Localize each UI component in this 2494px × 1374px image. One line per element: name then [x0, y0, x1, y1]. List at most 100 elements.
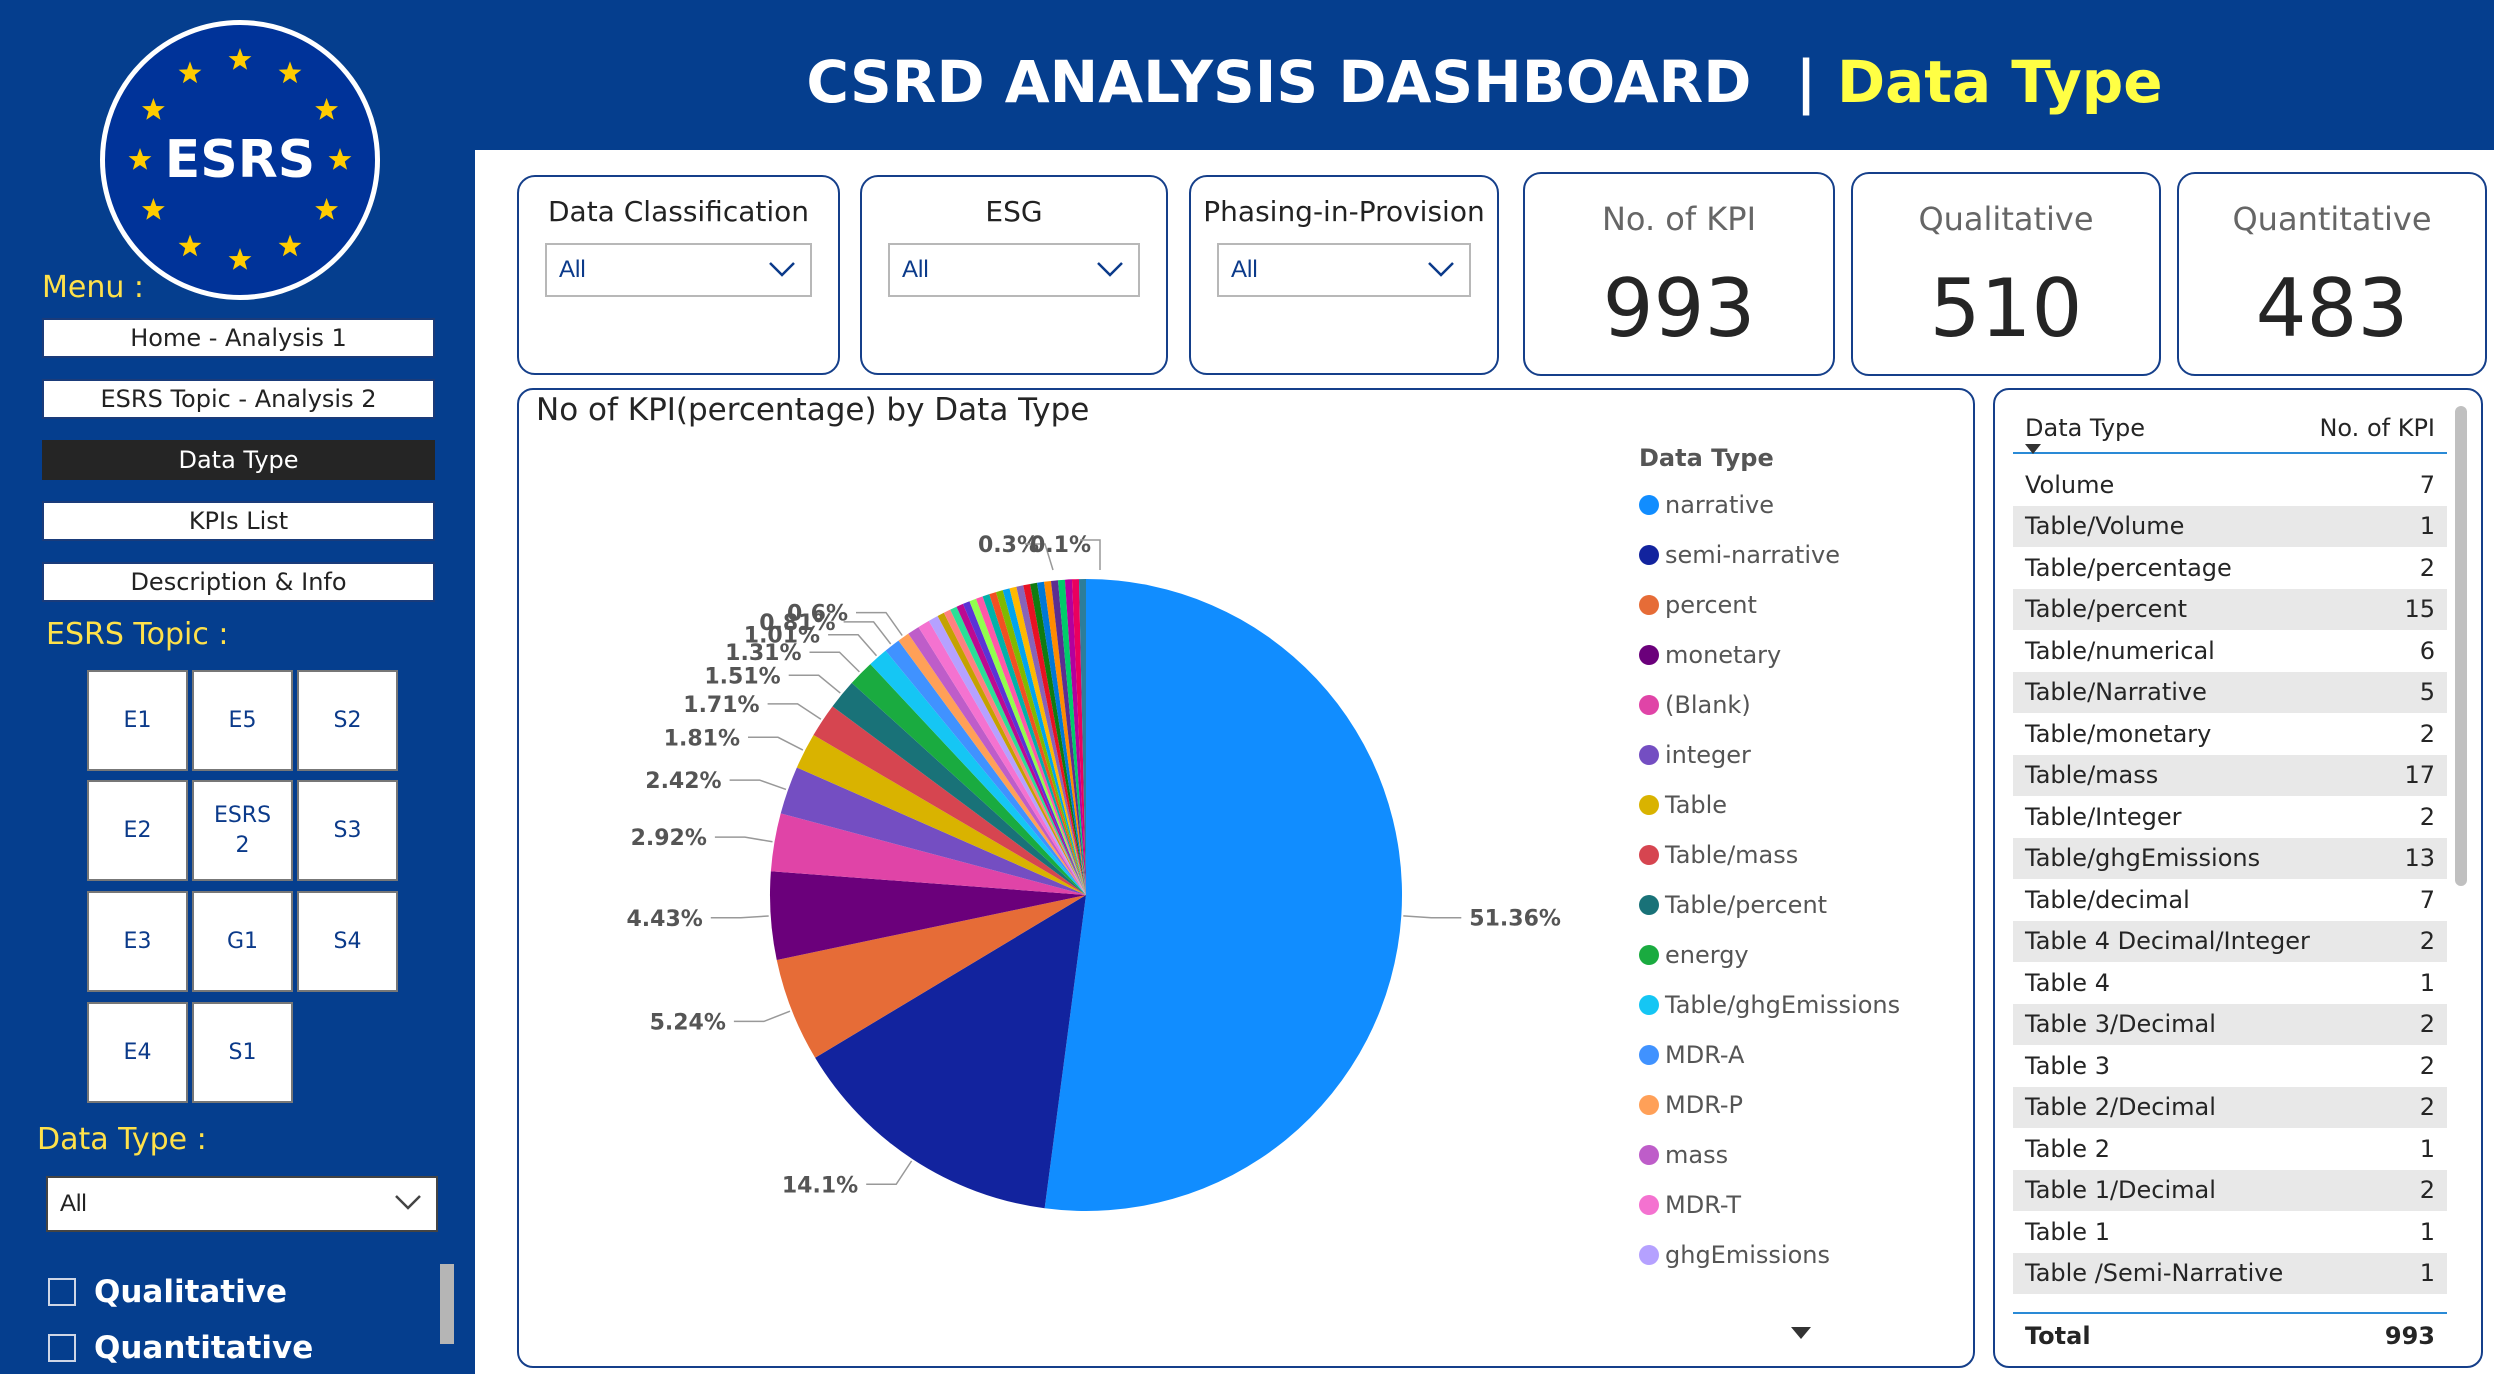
table-row[interactable]: Table/ghgEmissions 13 [2013, 837, 2447, 879]
table-row[interactable]: Table/numerical 6 [2013, 630, 2447, 671]
pie-slice[interactable] [885, 640, 1086, 895]
pie-slice[interactable] [1016, 585, 1086, 895]
pie-slice[interactable] [1044, 580, 1086, 895]
legend-item[interactable]: semi-narrative [1639, 530, 1969, 580]
checkbox-qualitative[interactable]: Qualitative [48, 1272, 287, 1312]
legend-item[interactable]: Table/mass [1639, 830, 1969, 880]
table-row[interactable]: Table 2/Decimal 2 [2013, 1086, 2447, 1128]
legend-item[interactable]: integer [1639, 730, 1969, 780]
table-row[interactable]: Table 2 1 [2013, 1128, 2447, 1169]
topic-s4[interactable]: S4 [297, 891, 398, 992]
pie-slice[interactable] [956, 603, 1086, 895]
table-row[interactable]: Table /Semi-Narrative 1 [2013, 1252, 2447, 1294]
pie-slice[interactable] [928, 616, 1086, 895]
topic-g1[interactable]: G1 [192, 891, 293, 992]
pie-slice[interactable] [937, 612, 1086, 895]
table-row[interactable]: Table 3/Decimal 2 [2013, 1003, 2447, 1045]
table-row[interactable]: Table/monetary 2 [2013, 713, 2447, 754]
pie-slice[interactable] [870, 650, 1086, 895]
legend-item[interactable]: MDR-A [1639, 1030, 1969, 1080]
legend-item[interactable]: MDR-P [1639, 1080, 1969, 1130]
legend-item[interactable]: Table/percent [1639, 880, 1969, 930]
pie-slice[interactable] [776, 895, 1086, 1058]
pie-slice[interactable] [1057, 579, 1086, 895]
menu-home-analysis-1[interactable]: Home - Analysis 1 [42, 318, 435, 358]
pie-slice[interactable] [1030, 582, 1086, 895]
table-row[interactable]: Table 1/Decimal 2 [2013, 1169, 2447, 1211]
pie-slice[interactable] [976, 596, 1086, 895]
column-header-data-type[interactable]: Data Type [2025, 414, 2146, 442]
topic-esrs-2[interactable]: ESRS 2 [192, 780, 293, 881]
pie-slice[interactable] [943, 609, 1086, 895]
topic-s1[interactable]: S1 [192, 1002, 293, 1103]
table-row[interactable]: Table 4 1 [2013, 962, 2447, 1003]
legend-item[interactable]: percent [1639, 580, 1969, 630]
filter-dropdown[interactable]: All [545, 243, 812, 297]
pie-slice[interactable] [1064, 579, 1086, 895]
topic-e3[interactable]: E3 [87, 891, 188, 992]
pie-slice[interactable] [950, 606, 1086, 895]
table-row[interactable]: Table/Narrative 5 [2013, 671, 2447, 713]
legend-item[interactable]: Table/ghgEmissions [1639, 980, 1969, 1030]
topic-e5[interactable]: E5 [192, 670, 293, 771]
table-row[interactable]: Table/Volume 1 [2013, 505, 2447, 547]
pie-slice[interactable] [813, 706, 1086, 895]
column-header-no-of-kpi[interactable]: No. of KPI [2319, 414, 2435, 442]
sidebar-scrollbar[interactable] [440, 1264, 454, 1344]
pie-slice[interactable] [769, 871, 1086, 960]
pie-slice[interactable] [1002, 588, 1086, 895]
pie-slice[interactable] [815, 895, 1086, 1209]
menu-description-info[interactable]: Description & Info [42, 562, 435, 602]
legend-item[interactable]: Table [1639, 780, 1969, 830]
legend-item[interactable]: narrative [1639, 480, 1969, 530]
pie-slice[interactable] [1037, 581, 1086, 895]
pie-slice[interactable] [1044, 579, 1403, 1211]
pie-slice[interactable] [989, 592, 1086, 895]
pie-slice[interactable] [962, 601, 1086, 895]
pie-slice[interactable] [1078, 579, 1086, 895]
menu-esrs-topic-analysis-2[interactable]: ESRS Topic - Analysis 2 [42, 379, 435, 419]
pie-slice[interactable] [1050, 580, 1086, 895]
table-row[interactable]: Table/percent 15 [2013, 588, 2447, 630]
menu-data-type[interactable]: Data Type [42, 440, 435, 480]
table-row[interactable]: Table/mass 17 [2013, 754, 2447, 796]
pie-slice[interactable] [918, 620, 1086, 895]
pie-slice[interactable] [780, 767, 1086, 895]
table-row[interactable]: Table 1 1 [2013, 1211, 2447, 1252]
table-row[interactable]: Volume 7 [2013, 464, 2447, 505]
pie-slice[interactable] [898, 633, 1086, 895]
topic-e4[interactable]: E4 [87, 1002, 188, 1103]
pie-slice[interactable] [969, 598, 1086, 895]
topic-s2[interactable]: S2 [297, 670, 398, 771]
legend-item[interactable]: energy [1639, 930, 1969, 980]
pie-slice[interactable] [1009, 586, 1086, 895]
table-row[interactable]: Table/Integer 2 [2013, 796, 2447, 837]
table-row[interactable]: Table/decimal 7 [2013, 879, 2447, 920]
pie-slice[interactable] [982, 594, 1086, 895]
pie-slice[interactable] [996, 590, 1086, 895]
legend-item[interactable]: MDR-T [1639, 1180, 1969, 1230]
datatype-dropdown[interactable]: All [46, 1176, 438, 1232]
pie-slice[interactable] [908, 627, 1086, 895]
pie-slice[interactable] [770, 813, 1086, 895]
sort-descending-icon[interactable] [2025, 444, 2041, 454]
table-row[interactable]: Table/percentage 2 [2013, 547, 2447, 588]
topic-e2[interactable]: E2 [87, 780, 188, 881]
legend-item[interactable]: monetary [1639, 630, 1969, 680]
table-row[interactable]: Table 3 2 [2013, 1045, 2447, 1086]
checkbox-box[interactable] [48, 1278, 76, 1306]
legend-item[interactable]: ghgEmissions [1639, 1230, 1969, 1280]
topic-e1[interactable]: E1 [87, 670, 188, 771]
filter-dropdown[interactable]: All [1217, 243, 1471, 297]
pie-slice[interactable] [1023, 583, 1086, 895]
legend-item[interactable]: (Blank) [1639, 680, 1969, 730]
legend-item[interactable]: mass [1639, 1130, 1969, 1180]
pie-slice[interactable] [832, 682, 1087, 895]
checkbox-quantitative[interactable]: Quantitative [48, 1328, 313, 1368]
topic-s3[interactable]: S3 [297, 780, 398, 881]
menu-kpis-list[interactable]: KPIs List [42, 501, 435, 541]
table-row[interactable]: Table 4 Decimal/Integer 2 [2013, 920, 2447, 962]
filter-dropdown[interactable]: All [888, 243, 1140, 297]
pie-slice[interactable] [796, 735, 1086, 895]
pie-slice[interactable] [851, 664, 1086, 895]
